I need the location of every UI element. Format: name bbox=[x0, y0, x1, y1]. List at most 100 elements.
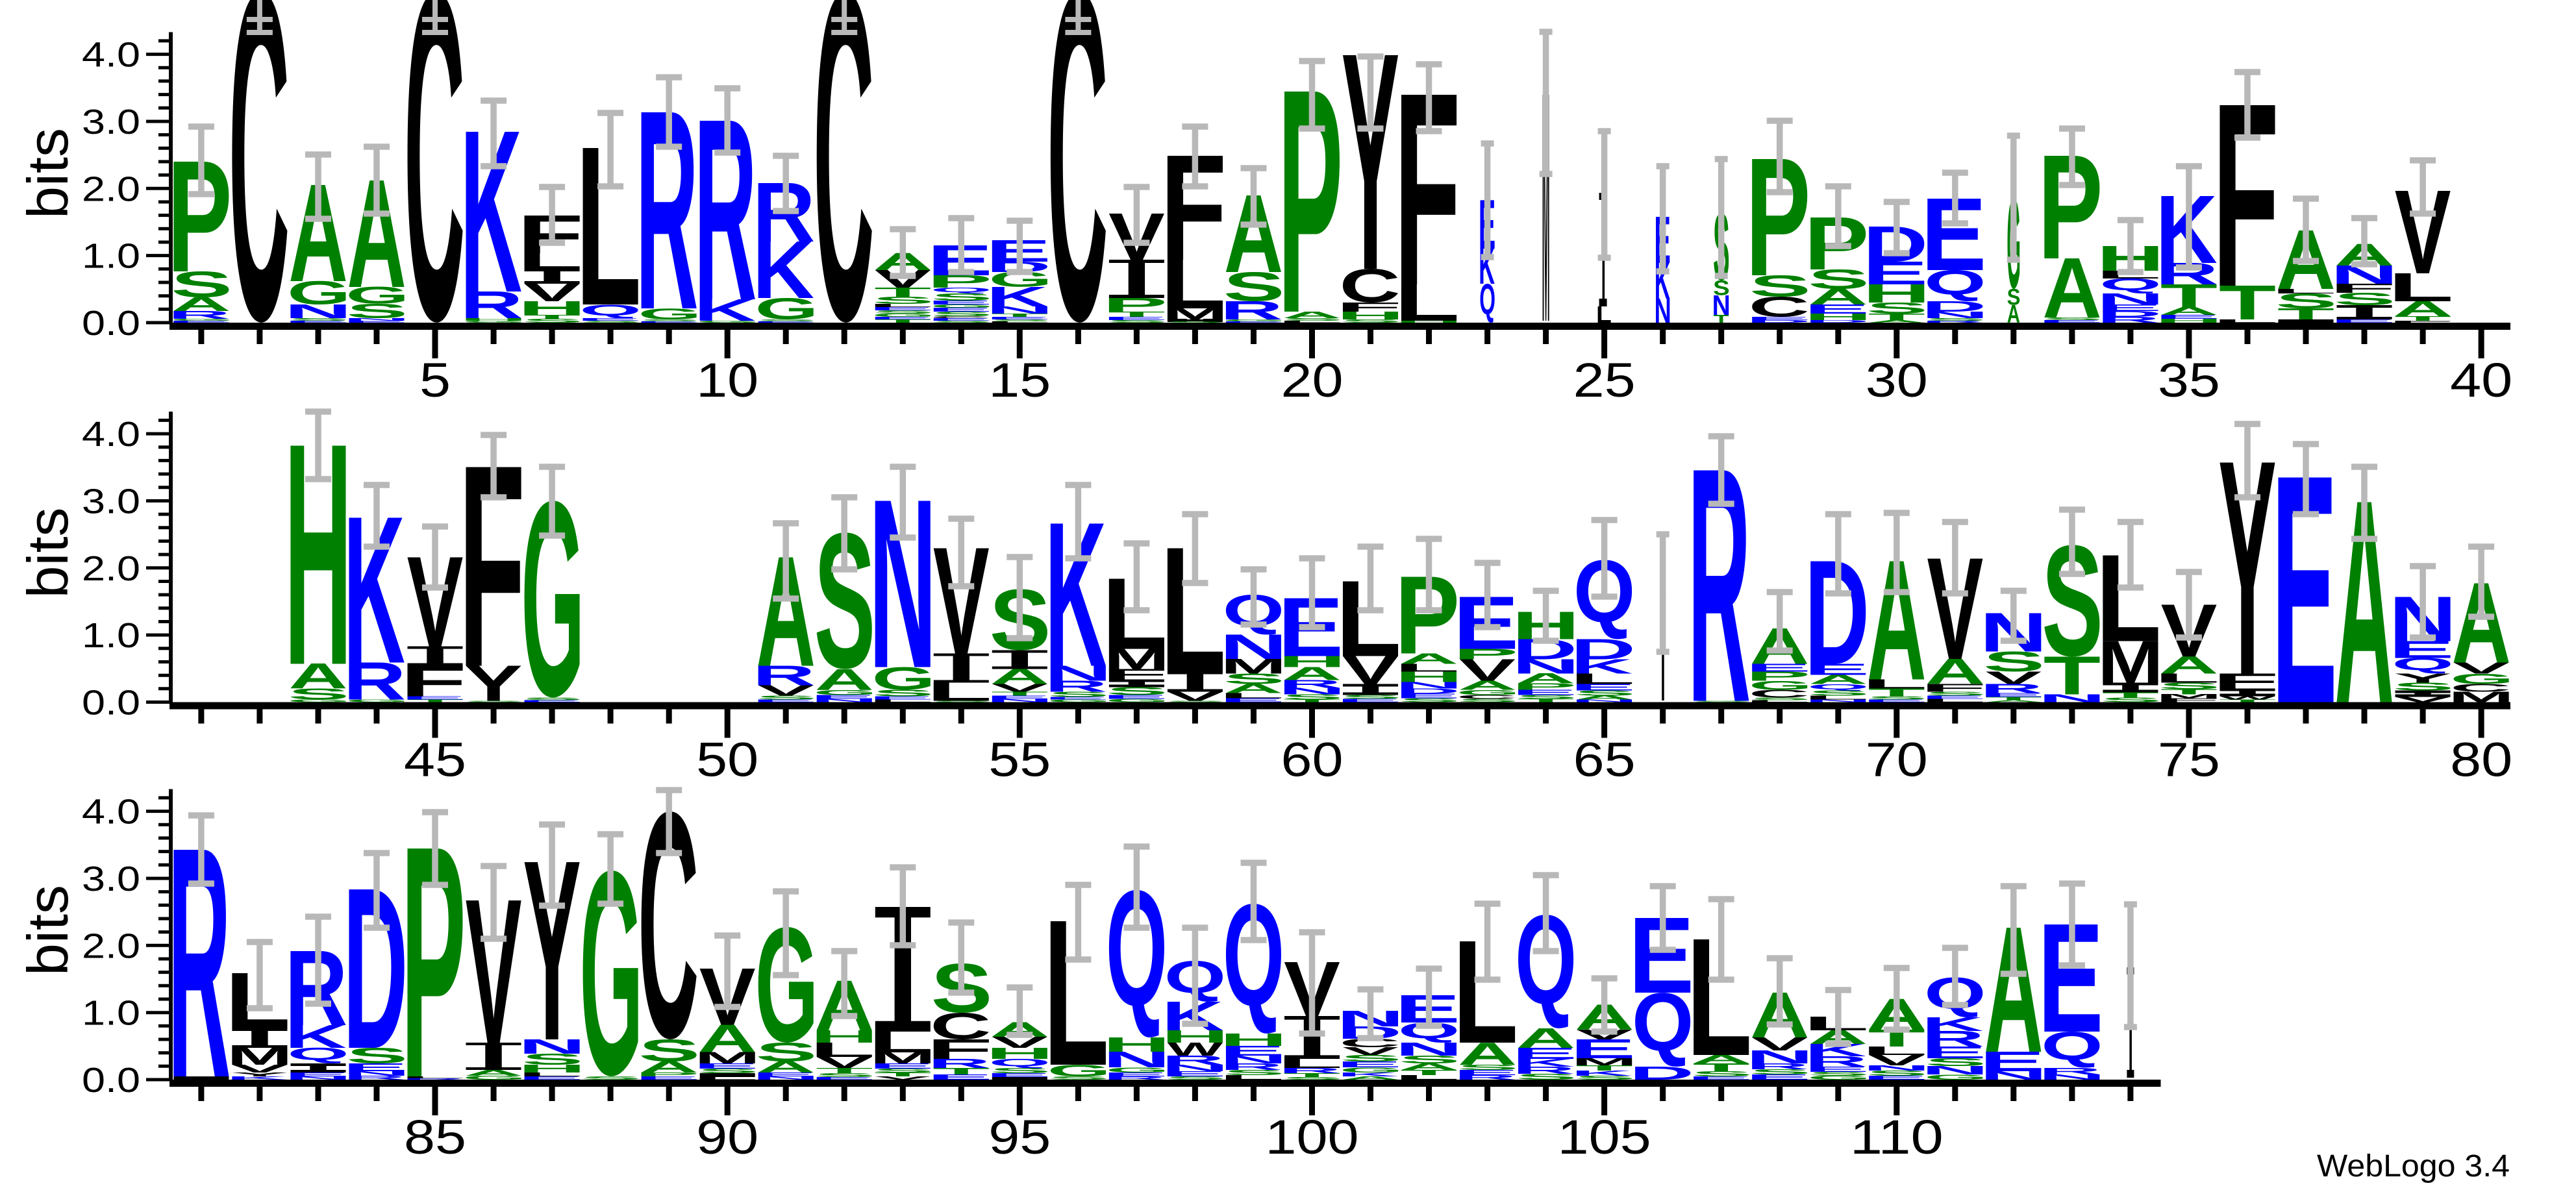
svg-text:F: F bbox=[1336, 300, 1402, 315]
svg-text:L: L bbox=[2154, 671, 2220, 686]
svg-text:T: T bbox=[874, 285, 931, 300]
svg-text:L: L bbox=[1862, 676, 1927, 691]
svg-text:S: S bbox=[2158, 681, 2220, 691]
svg-text:F: F bbox=[1920, 682, 1986, 694]
svg-text:G: G bbox=[1807, 1074, 1871, 1080]
svg-text:1.0: 1.0 bbox=[82, 616, 140, 655]
svg-text:N: N bbox=[810, 698, 878, 703]
svg-text:H: H bbox=[1395, 668, 1462, 685]
svg-text:3.0: 3.0 bbox=[82, 103, 140, 142]
svg-text:H: H bbox=[518, 297, 586, 319]
svg-text:C: C bbox=[930, 316, 991, 319]
svg-text:N: N bbox=[1219, 1053, 1287, 1065]
svg-text:S: S bbox=[1399, 697, 1460, 703]
svg-text:70: 70 bbox=[1866, 733, 1928, 787]
svg-text:R: R bbox=[1220, 1061, 1283, 1072]
svg-text:E: E bbox=[1219, 697, 1285, 704]
svg-text:E: E bbox=[752, 699, 818, 703]
svg-text:S: S bbox=[1808, 1071, 1869, 1076]
svg-text:S: S bbox=[1574, 689, 1636, 697]
svg-text:S: S bbox=[1516, 694, 1577, 700]
svg-text:G: G bbox=[345, 699, 409, 702]
svg-text:G: G bbox=[345, 282, 409, 308]
svg-text:K: K bbox=[694, 293, 756, 328]
svg-text:D: D bbox=[1746, 319, 1811, 324]
svg-text:T: T bbox=[2102, 691, 2159, 699]
svg-text:S: S bbox=[990, 319, 1051, 322]
svg-text:L: L bbox=[1920, 698, 1986, 703]
svg-text:F: F bbox=[2388, 320, 2454, 323]
svg-text:L: L bbox=[1803, 695, 1869, 701]
svg-text:Q: Q bbox=[931, 286, 992, 293]
svg-text:S: S bbox=[1457, 1063, 1519, 1072]
svg-text:G: G bbox=[697, 320, 760, 323]
svg-text:H: H bbox=[1278, 652, 1345, 671]
svg-text:E: E bbox=[1044, 696, 1110, 700]
svg-text:G: G bbox=[1047, 1061, 1111, 1080]
svg-text:D: D bbox=[1805, 319, 1869, 324]
svg-text:S: S bbox=[1691, 700, 1753, 702]
svg-text:E: E bbox=[1395, 692, 1460, 699]
svg-text:A: A bbox=[464, 1068, 523, 1078]
svg-text:S: S bbox=[521, 317, 583, 323]
svg-text:A: A bbox=[1399, 1061, 1459, 1072]
svg-text:E: E bbox=[1103, 316, 1168, 321]
svg-text:S: S bbox=[1048, 690, 1110, 699]
svg-text:S: S bbox=[171, 264, 232, 304]
svg-text:N: N bbox=[752, 1075, 819, 1080]
svg-text:S: S bbox=[931, 320, 993, 323]
svg-text:E: E bbox=[927, 317, 993, 322]
svg-text:M: M bbox=[2448, 689, 2514, 706]
svg-text:N: N bbox=[2097, 290, 2164, 308]
svg-text:R: R bbox=[168, 308, 231, 321]
svg-text:Q: Q bbox=[2041, 1023, 2103, 1069]
svg-text:H: H bbox=[986, 1045, 1053, 1063]
svg-text:S: S bbox=[756, 695, 818, 700]
svg-text:Y: Y bbox=[231, 1071, 288, 1078]
svg-text:E: E bbox=[1745, 316, 1811, 321]
svg-text:N: N bbox=[1921, 310, 1989, 320]
svg-text:E: E bbox=[576, 317, 642, 322]
svg-text:S: S bbox=[1282, 317, 1344, 321]
svg-text:E: E bbox=[927, 306, 993, 313]
svg-text:C: C bbox=[1749, 291, 1810, 323]
svg-text:E: E bbox=[752, 321, 818, 323]
svg-text:H: H bbox=[2155, 317, 2223, 324]
svg-text:E: E bbox=[869, 306, 934, 311]
svg-text:G: G bbox=[814, 688, 877, 697]
svg-text:T: T bbox=[932, 1066, 990, 1076]
svg-text:S: S bbox=[756, 1037, 818, 1067]
svg-text:L: L bbox=[810, 1038, 875, 1061]
svg-text:R: R bbox=[1805, 1053, 1868, 1070]
svg-text:S: S bbox=[1107, 319, 1168, 323]
svg-text:S: S bbox=[1223, 264, 1285, 310]
svg-text:55: 55 bbox=[988, 733, 1051, 787]
svg-text:T: T bbox=[1518, 698, 1575, 703]
svg-text:M: M bbox=[1542, 23, 1550, 390]
svg-text:G: G bbox=[872, 661, 936, 697]
svg-text:G: G bbox=[287, 275, 351, 312]
svg-text:A: A bbox=[1925, 652, 1985, 692]
svg-text:L: L bbox=[2388, 265, 2453, 310]
svg-text:T: T bbox=[2160, 277, 2218, 314]
svg-text:K: K bbox=[1571, 655, 1632, 678]
svg-text:K: K bbox=[1337, 1071, 1399, 1078]
svg-text:S: S bbox=[346, 1043, 408, 1068]
svg-text:A: A bbox=[990, 664, 1050, 689]
svg-text:M: M bbox=[227, 1043, 292, 1070]
svg-text:P: P bbox=[1103, 293, 1168, 316]
svg-text:E: E bbox=[1745, 1073, 1811, 1082]
svg-text:A: A bbox=[2393, 297, 2453, 321]
svg-text:5: 5 bbox=[419, 353, 451, 407]
svg-text:E: E bbox=[342, 320, 408, 323]
svg-text:S: S bbox=[1107, 685, 1168, 697]
svg-text:L: L bbox=[1596, 301, 1612, 327]
svg-text:S: S bbox=[521, 697, 583, 700]
svg-text:L: L bbox=[693, 1076, 758, 1080]
svg-text:A: A bbox=[1458, 678, 1518, 693]
svg-text:L: L bbox=[868, 303, 934, 308]
svg-text:E: E bbox=[986, 316, 1051, 321]
svg-text:A: A bbox=[1399, 651, 1459, 667]
svg-text:E: E bbox=[1161, 1070, 1227, 1078]
svg-text:2.0: 2.0 bbox=[82, 169, 140, 208]
